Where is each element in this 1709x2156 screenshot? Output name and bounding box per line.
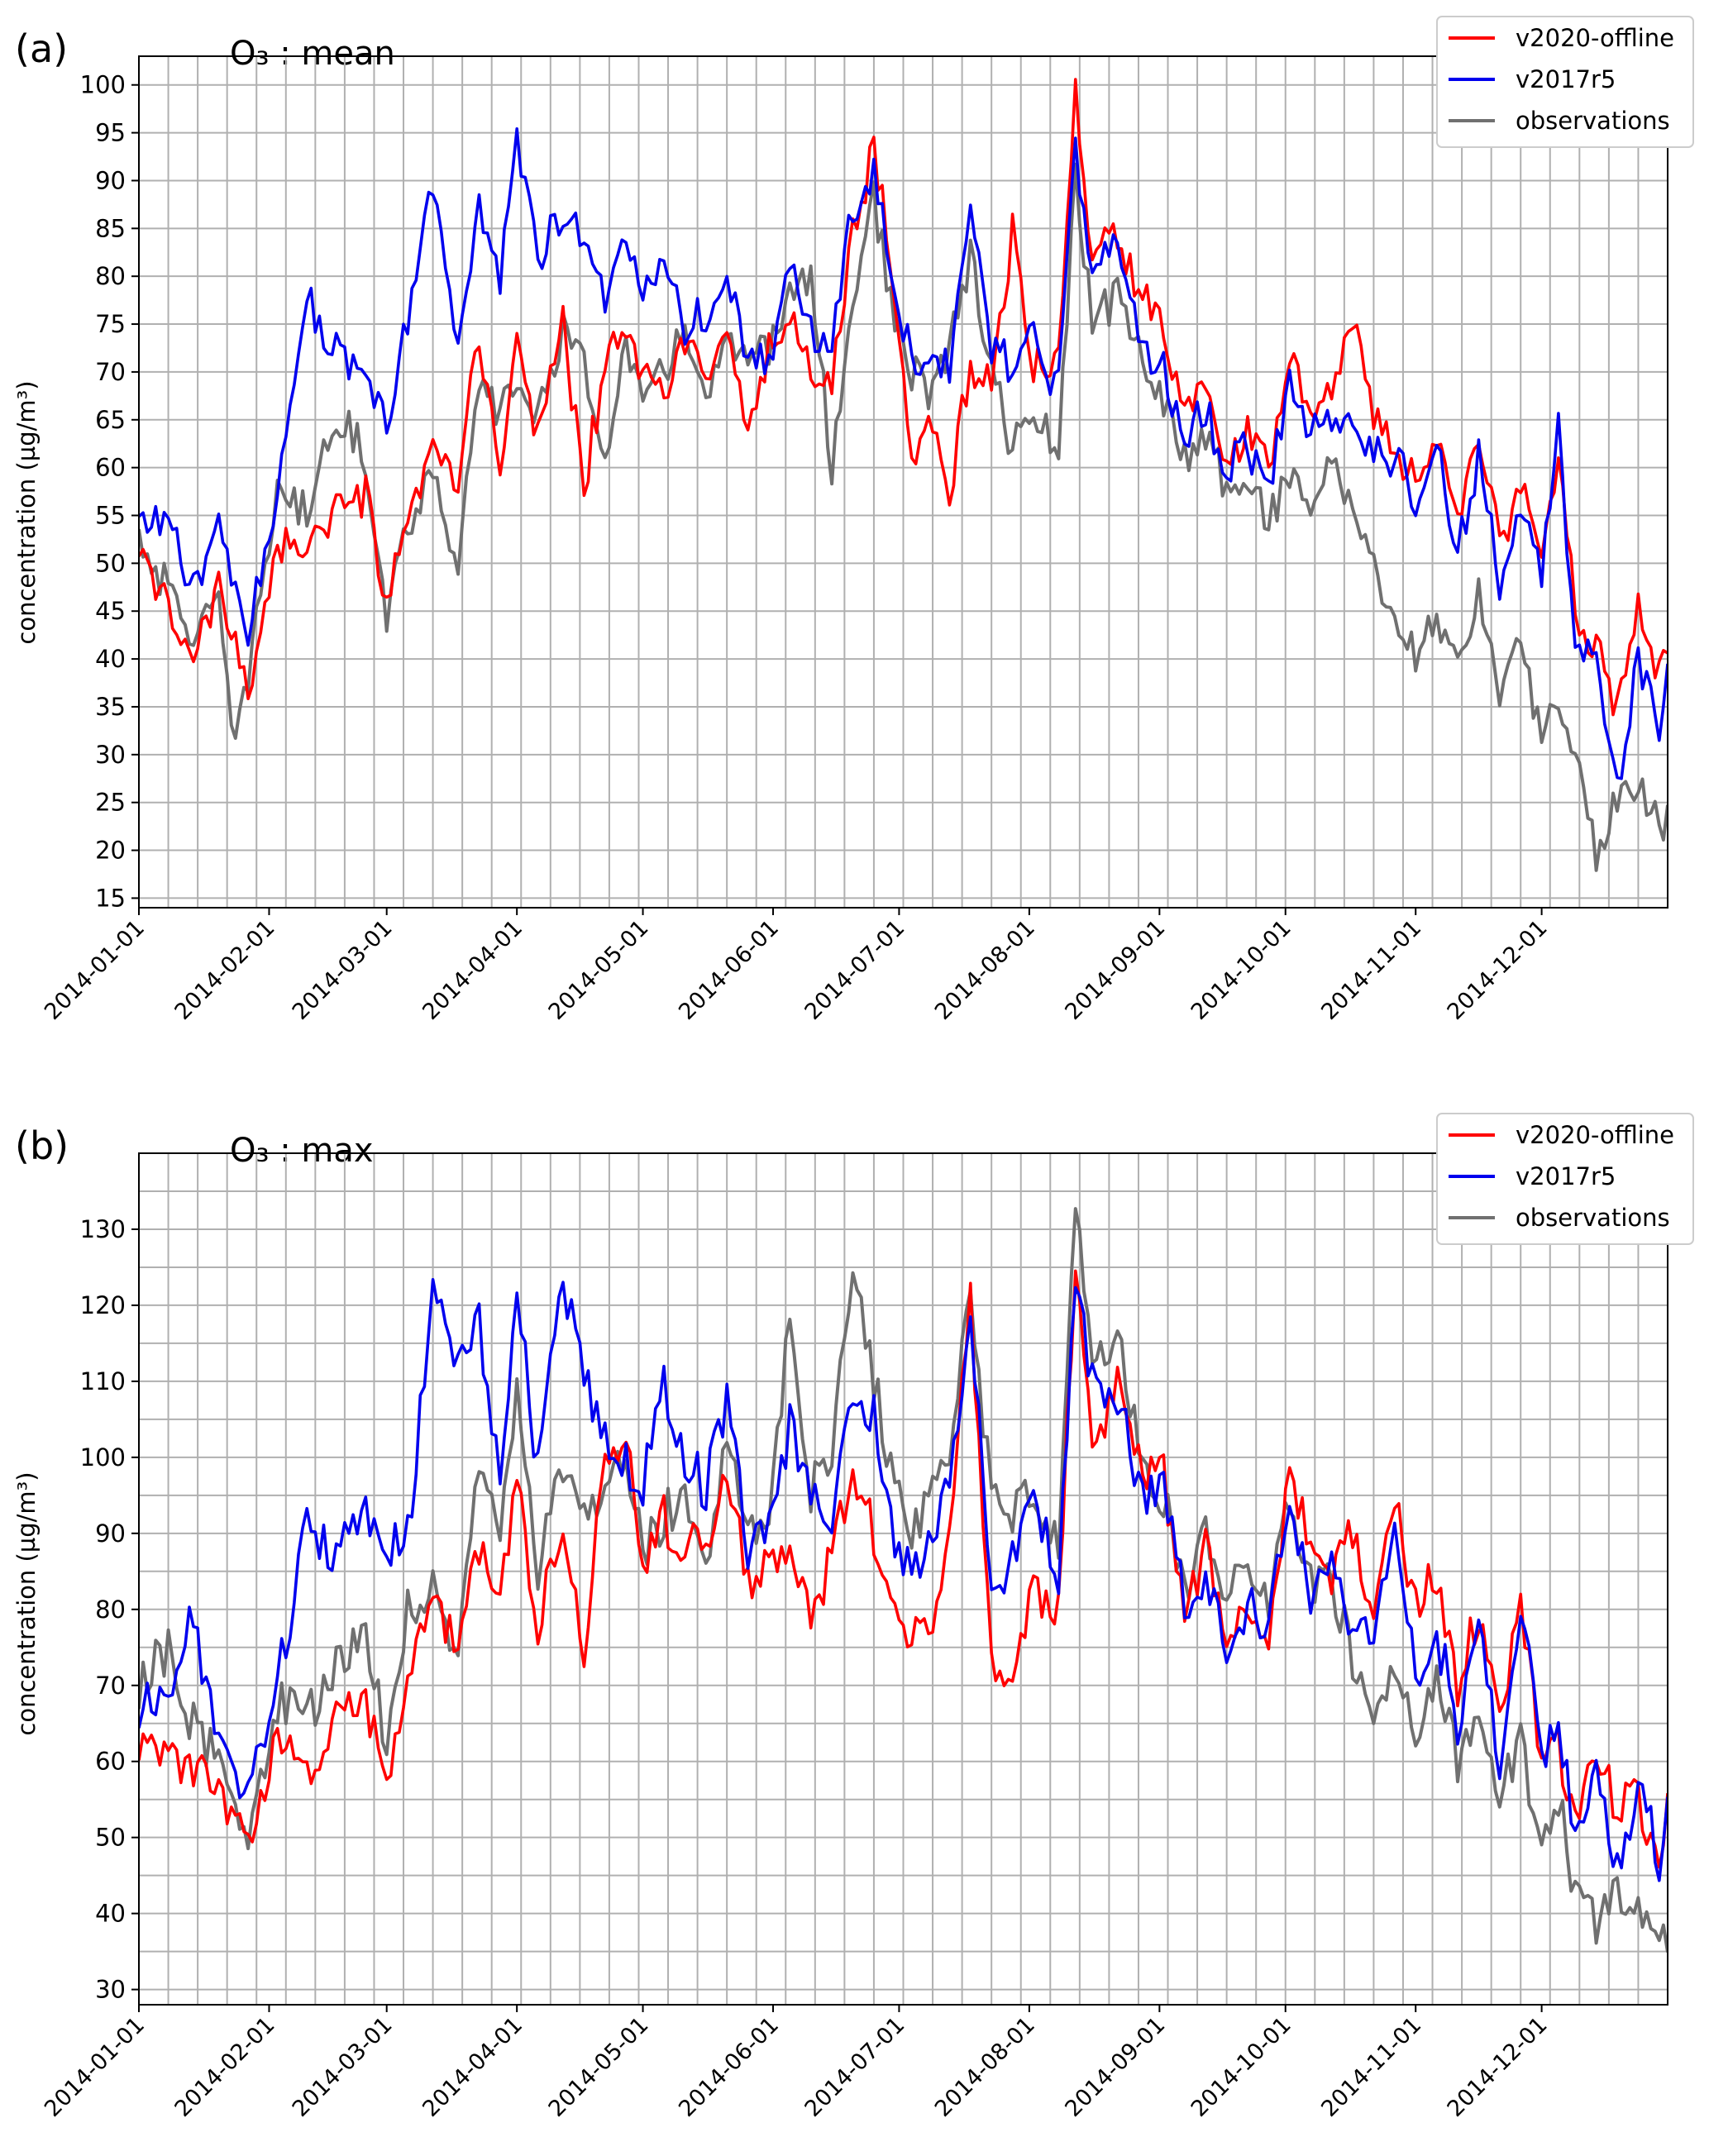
y-tick-label: 60 bbox=[95, 454, 126, 482]
y-tick-label: 130 bbox=[80, 1215, 126, 1243]
y-tick-label: 65 bbox=[95, 406, 126, 434]
y-tick-label: 15 bbox=[95, 884, 126, 912]
panel-b-plot-frame bbox=[138, 1152, 1668, 2006]
y-tick-label: 25 bbox=[95, 789, 126, 817]
panel-a-legend-label-obs: observations bbox=[1516, 107, 1670, 135]
y-tick-label: 50 bbox=[95, 549, 126, 577]
panel-b-series bbox=[139, 1207, 1668, 1953]
panel-b-legend-box bbox=[1436, 1113, 1694, 1245]
panel-a-series bbox=[139, 78, 1668, 872]
y-tick-label: 95 bbox=[95, 119, 126, 147]
y-tick-label: 30 bbox=[95, 1976, 126, 2004]
panel-a-plot-frame bbox=[138, 55, 1668, 909]
series-line-v2017 bbox=[139, 1278, 1668, 1882]
y-tick-label: 100 bbox=[80, 71, 126, 99]
panel-b-legend: v2020-offline v2017r5 observations bbox=[1436, 1113, 1694, 1245]
y-tick-label: 85 bbox=[95, 214, 126, 242]
y-tick-label: 30 bbox=[95, 741, 126, 769]
y-tick-label: 80 bbox=[95, 1596, 126, 1624]
series-line-v2020 bbox=[139, 78, 1668, 717]
panel-b-ylabel: concentration (µg/m³) bbox=[12, 1472, 41, 1735]
panel-a-legend-label-v2020: v2020-offline bbox=[1516, 24, 1674, 52]
series-line-v2017 bbox=[139, 127, 1668, 780]
panel-b-grid bbox=[138, 1153, 1668, 2005]
y-tick-label: 75 bbox=[95, 310, 126, 338]
panel-a-label: (a) bbox=[15, 26, 68, 71]
y-tick-label: 80 bbox=[95, 262, 126, 290]
y-tick-label: 100 bbox=[80, 1443, 126, 1472]
y-tick-label: 20 bbox=[95, 837, 126, 865]
panel-a-legend-box bbox=[1436, 16, 1694, 148]
panel-b-label: (b) bbox=[15, 1123, 69, 1168]
panel-b-legend-label-v2017: v2017r5 bbox=[1516, 1162, 1616, 1190]
y-tick-label: 90 bbox=[95, 166, 126, 194]
panel-a-legend-label-v2017: v2017r5 bbox=[1516, 65, 1616, 93]
panel-b-legend-label-obs: observations bbox=[1516, 1204, 1670, 1232]
y-tick-label: 35 bbox=[95, 693, 126, 721]
panel-b-title: O₃ : max bbox=[230, 1132, 374, 1170]
y-tick-label: 45 bbox=[95, 597, 126, 625]
y-tick-label: 70 bbox=[95, 358, 126, 386]
y-tick-label: 40 bbox=[95, 645, 126, 673]
y-tick-label: 50 bbox=[95, 1824, 126, 1852]
y-tick-label: 120 bbox=[80, 1291, 126, 1319]
panel-a-legend: v2020-offline v2017r5 observations bbox=[1436, 16, 1694, 148]
series-line-obs bbox=[139, 1207, 1668, 1953]
y-tick-label: 55 bbox=[95, 502, 126, 530]
y-tick-label: 40 bbox=[95, 1900, 126, 1928]
y-tick-label: 60 bbox=[95, 1748, 126, 1776]
y-tick-label: 70 bbox=[95, 1672, 126, 1700]
y-tick-label: 110 bbox=[80, 1367, 126, 1395]
series-line-v2020 bbox=[139, 1269, 1668, 1869]
panel-b-legend-label-v2020: v2020-offline bbox=[1516, 1121, 1674, 1149]
y-tick-label: 90 bbox=[95, 1519, 126, 1548]
panel-a-ylabel: concentration (µg/m³) bbox=[12, 380, 41, 644]
panel-a-title: O₃ : mean bbox=[230, 35, 395, 73]
